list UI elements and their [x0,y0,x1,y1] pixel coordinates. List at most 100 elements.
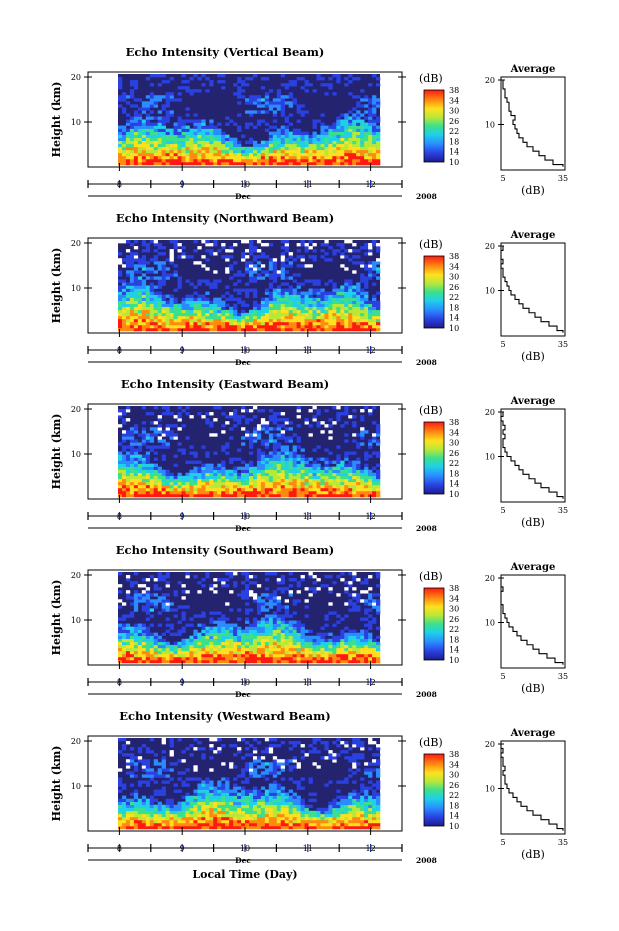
colorbar-tick-label: 22 [449,625,459,634]
average-xlabel: (dB) [521,350,545,363]
x-year-label: 2008 [416,856,437,865]
average-frame [500,242,566,337]
y-tick-label: 20 [71,239,81,248]
average-x-tick: 35 [558,174,568,183]
x-tick-label: 8 [117,512,122,521]
panel-4: Echo Intensity (Westward Beam) 10 20 Height… [50,709,568,865]
colorbar [423,255,445,329]
colorbar-tick-label: 38 [449,584,459,593]
average-xlabel: (dB) [521,682,545,695]
y-tick-label: 20 [71,405,81,414]
panels: Echo Intensity (Vertical Beam) 10 20 Height… [50,45,568,865]
colorbar-tick-label: 10 [449,490,459,499]
x-tick-label: 8 [117,678,122,687]
average-title: Average [510,562,556,573]
x-month-label: Dec [235,524,251,533]
average-x-tick: 5 [500,506,505,515]
x-tick-label: 10 [240,512,250,521]
colorbar-tick-label: 10 [449,324,459,333]
colorbar-tick-label: 30 [449,439,459,448]
colorbar-tick-label: 34 [449,428,459,437]
x-tick-label: 12 [366,346,376,355]
x-tick-label: 11 [303,180,313,189]
colorbar-tick-label: 18 [449,635,459,644]
colorbar-tick-label: 34 [449,96,459,105]
average-y-tick: 10 [485,453,495,462]
chart-title: Echo Intensity (Southward Beam) [116,543,334,557]
x-tick-label: 10 [240,844,250,853]
colorbar-unit: (dB) [419,238,443,251]
y-axis-label: Height (km) [50,746,63,822]
x-tick-label: 9 [180,180,185,189]
x-tick-label: 9 [180,844,185,853]
colorbar-unit: (dB) [419,404,443,417]
colorbar-tick-label: 30 [449,771,459,780]
colorbar-tick-label: 22 [449,293,459,302]
colorbar-tick-label: 10 [449,158,459,167]
colorbar-tick-label: 26 [449,449,459,458]
colorbar-tick-label: 14 [449,314,459,323]
colorbar-tick-label: 18 [449,137,459,146]
colorbar [423,421,445,495]
average-y-tick: 10 [485,785,495,794]
x-year-label: 2008 [416,524,437,533]
colorbar-unit: (dB) [419,736,443,749]
average-profile-line [500,578,564,665]
x-tick-label: 11 [303,844,313,853]
colorbar-tick-label: 26 [449,615,459,624]
colorbar-tick-label: 30 [449,273,459,282]
colorbar-tick-label: 38 [449,750,459,759]
y-axis-label: Height (km) [50,414,63,490]
x-tick-label: 9 [180,346,185,355]
chart-title: Echo Intensity (Vertical Beam) [126,45,325,59]
colorbar-tick-label: 14 [449,148,459,157]
panel-1: Echo Intensity (Northward Beam) 10 20 Heigh… [50,211,568,367]
average-x-tick: 5 [500,174,505,183]
average-x-tick: 5 [500,838,505,847]
average-y-tick: 20 [485,574,495,583]
average-x-tick: 5 [500,340,505,349]
x-month-label: Dec [235,192,251,201]
x-tick-label: 8 [117,180,122,189]
x-tick-label: 12 [366,512,376,521]
colorbar-tick-label: 34 [449,594,459,603]
y-tick-label: 10 [71,118,81,127]
x-tick-label: 11 [303,512,313,521]
y-tick-label: 20 [71,73,81,82]
average-y-tick: 20 [485,242,495,251]
average-x-tick: 35 [558,340,568,349]
average-y-tick: 20 [485,76,495,85]
average-title: Average [510,230,556,241]
x-tick-label: 9 [180,512,185,521]
colorbar-tick-label: 18 [449,303,459,312]
average-profile-line [502,79,564,167]
chart-title: Echo Intensity (Northward Beam) [116,211,334,225]
colorbar-unit: (dB) [419,72,443,85]
colorbar-tick-label: 22 [449,127,459,136]
colorbar-tick-label: 38 [449,86,459,95]
colorbar-tick-label: 22 [449,791,459,800]
colorbar [423,587,445,661]
x-month-label: Dec [235,358,251,367]
y-tick-label: 10 [71,450,81,459]
average-y-tick: 10 [485,287,495,296]
colorbar-tick-label: 34 [449,262,459,271]
x-month-label: Dec [235,856,251,865]
colorbar-tick-label: 22 [449,459,459,468]
average-profile-line [500,412,564,499]
colorbar [423,89,445,163]
colorbar-tick-label: 10 [449,656,459,665]
heatmap [118,74,381,166]
average-xlabel: (dB) [521,516,545,529]
colorbar-tick-label: 26 [449,781,459,790]
colorbar-tick-label: 30 [449,605,459,614]
average-xlabel: (dB) [521,184,545,197]
chart-title: Echo Intensity (Westward Beam) [119,709,330,723]
heatmap [118,240,381,332]
average-title: Average [510,64,556,75]
average-y-tick: 10 [485,121,495,130]
y-tick-label: 20 [71,737,81,746]
average-x-tick: 35 [558,672,568,681]
average-x-tick: 35 [558,506,568,515]
